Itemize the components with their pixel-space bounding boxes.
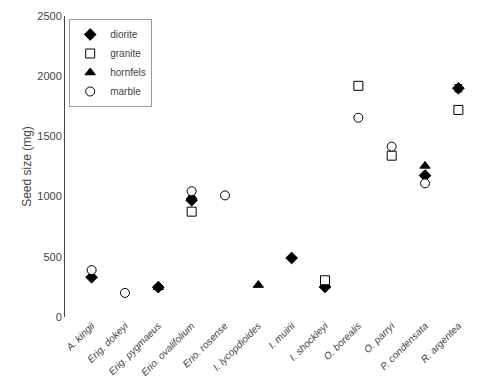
svg-text:I. shockleyi: I. shockleyi	[287, 320, 330, 363]
svg-text:0: 0	[56, 311, 62, 323]
svg-text:hornfels: hornfels	[110, 67, 146, 78]
svg-text:A. kingii: A. kingii	[63, 320, 97, 354]
svg-text:2500: 2500	[37, 10, 61, 22]
svg-text:500: 500	[43, 251, 61, 263]
svg-text:I. muirii: I. muirii	[266, 320, 297, 351]
svg-text:1500: 1500	[37, 130, 61, 142]
svg-text:Seed size (mg): Seed size (mg)	[20, 126, 34, 207]
svg-text:Erig. dokeyi: Erig. dokeyi	[85, 320, 130, 365]
svg-text:diorite: diorite	[110, 29, 138, 40]
svg-text:Erig. pygmaeus: Erig. pygmaeus	[106, 320, 163, 377]
svg-text:Erio. ovalifolium: Erio. ovalifolium	[139, 320, 197, 378]
svg-text:granite: granite	[110, 48, 141, 59]
svg-text:P. condensata: P. condensata	[378, 320, 430, 372]
svg-text:R. argentea: R. argentea	[419, 320, 464, 365]
svg-text:O. borealis: O. borealis	[321, 320, 363, 362]
svg-text:2000: 2000	[37, 70, 61, 82]
svg-text:marble: marble	[110, 86, 141, 97]
svg-text:Erio. rosense: Erio. rosense	[180, 320, 230, 370]
svg-text:1000: 1000	[37, 190, 61, 202]
svg-text:I. lycopdioides: I. lycopdioides	[211, 320, 264, 373]
svg-text:O. parryi: O. parryi	[362, 320, 397, 355]
